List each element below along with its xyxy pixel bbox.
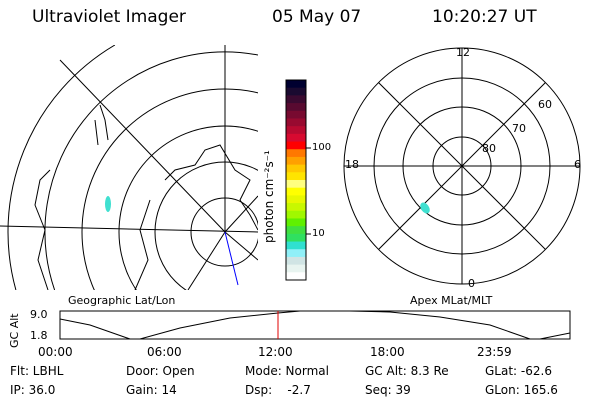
colorbar-band	[286, 141, 306, 150]
gain: Gain: 14	[126, 383, 177, 397]
colorbar-band	[286, 103, 306, 112]
apex-label: Apex MLat/MLT	[410, 294, 493, 307]
colorbar	[285, 79, 311, 281]
colorbar-band	[286, 272, 306, 281]
ytick: 1.8	[30, 329, 48, 342]
gc-alt: GC Alt: 8.3 Re	[365, 364, 449, 378]
colorbar-band	[286, 226, 306, 235]
colorbar-band	[286, 133, 306, 143]
mlt-label-12: 12	[456, 46, 470, 59]
colorbar-band	[286, 164, 306, 173]
colorbar-band	[286, 210, 306, 219]
altitude-plot	[59, 310, 571, 340]
altitude-ylabel: GC Alt	[8, 313, 21, 348]
time: 10:20:27 UT	[432, 7, 537, 27]
colorbar-tick: 100	[312, 142, 332, 153]
filter: Flt: LBHL	[10, 364, 64, 378]
magnetic-polar-plot	[343, 47, 581, 285]
colorbar-band	[286, 264, 306, 273]
aurora-emission	[105, 196, 111, 212]
glon: GLon: 165.6	[485, 383, 558, 397]
instrument-title: Ultraviolet Imager	[32, 7, 186, 27]
colorbar-band	[286, 180, 306, 189]
colorbar-band	[286, 126, 306, 135]
mlt-label-6: 6	[574, 158, 581, 171]
mlt-label-0: 0	[468, 277, 475, 290]
colorbar-band	[286, 80, 306, 89]
aurora-emission	[420, 202, 430, 214]
xtick: 06:00	[147, 345, 182, 359]
colorbar-band	[286, 172, 306, 181]
colorbar-band	[286, 218, 306, 227]
colorbar-band	[286, 87, 306, 96]
mlat-label-70: 70	[512, 122, 526, 135]
colorbar-label: photon cm⁻²s⁻¹	[262, 150, 276, 243]
xtick: 00:00	[38, 345, 73, 359]
xtick: 12:00	[258, 345, 293, 359]
dsp: Dsp: -2.7	[245, 383, 311, 397]
colorbar-band	[286, 149, 306, 158]
colorbar-band	[286, 187, 306, 196]
xtick: 23:59	[477, 345, 512, 359]
ytick: 9.0	[30, 308, 48, 321]
mlt-label-18: 18	[345, 158, 359, 171]
date: 05 May 07	[272, 7, 362, 27]
geographic-label: Geographic Lat/Lon	[68, 294, 176, 307]
glat: GLat: -62.6	[485, 364, 552, 378]
colorbar-band	[286, 118, 306, 127]
door: Door: Open	[126, 364, 195, 378]
colorbar-band	[286, 156, 306, 166]
ip: IP: 36.0	[10, 383, 56, 397]
colorbar-band	[286, 256, 306, 266]
colorbar-band	[286, 203, 306, 212]
colorbar-band	[286, 249, 306, 258]
mlat-label-80: 80	[482, 142, 496, 155]
geographic-map	[0, 45, 258, 290]
mlat-label-60: 60	[538, 98, 552, 111]
mode: Mode: Normal	[245, 364, 329, 378]
colorbar-band	[286, 233, 306, 243]
seq: Seq: 39	[365, 383, 411, 397]
colorbar-tick: 10	[312, 228, 325, 239]
colorbar-band	[286, 241, 306, 250]
colorbar-band	[286, 110, 306, 119]
xtick: 18:00	[370, 345, 405, 359]
colorbar-frame	[285, 79, 307, 281]
colorbar-band	[286, 195, 306, 204]
colorbar-band	[286, 95, 306, 104]
